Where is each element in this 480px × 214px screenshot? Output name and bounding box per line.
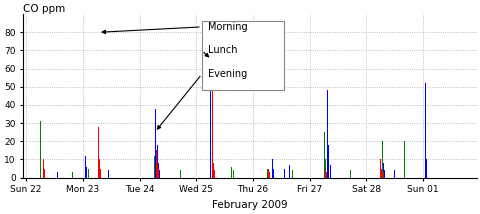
Text: Evening: Evening	[207, 69, 246, 79]
FancyBboxPatch shape	[202, 21, 284, 91]
Text: Lunch: Lunch	[207, 46, 237, 55]
X-axis label: February 2009: February 2009	[212, 200, 288, 210]
Text: Morning: Morning	[207, 22, 247, 32]
Text: CO ppm: CO ppm	[23, 4, 65, 14]
